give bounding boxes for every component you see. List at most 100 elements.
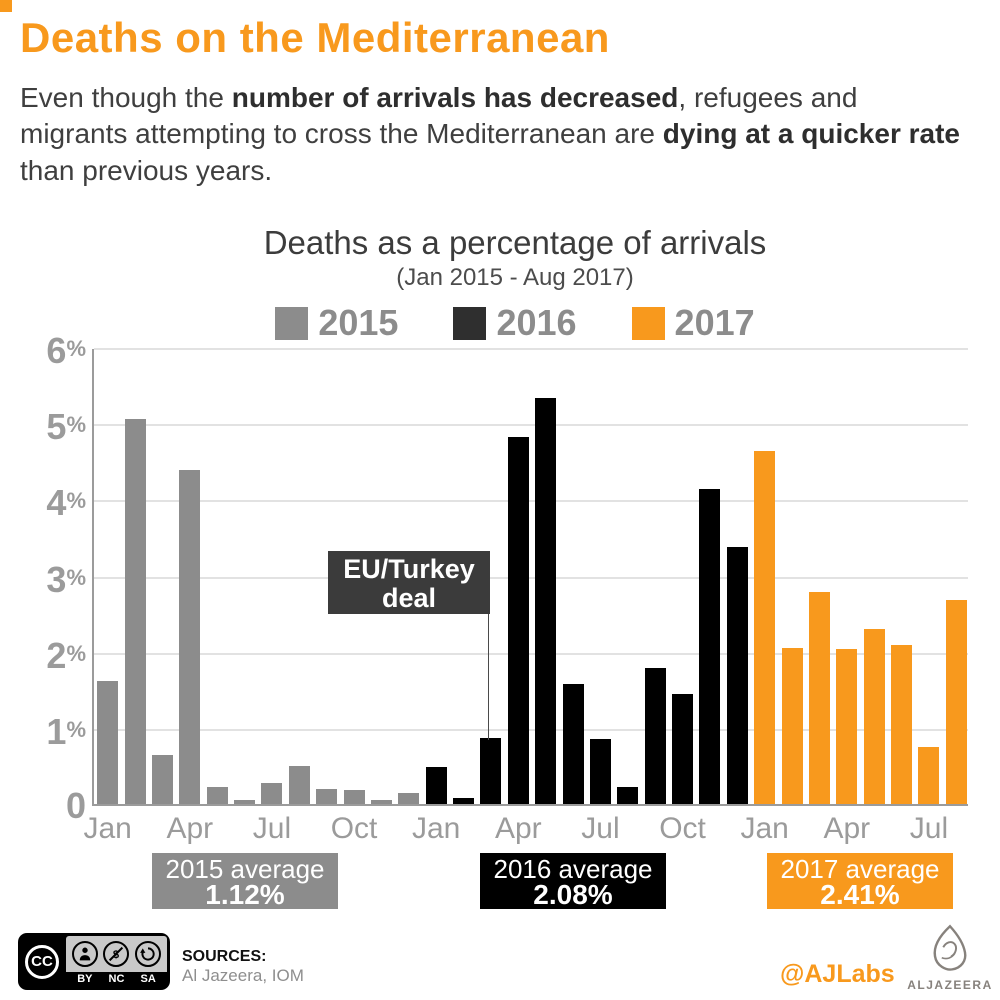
cc-nc-label: NC	[108, 973, 125, 985]
legend-label-2016: 2016	[496, 302, 577, 343]
average-label: 2016 average	[493, 854, 653, 884]
bar-2015-Mar	[151, 754, 173, 804]
bar-2016-Jul	[589, 738, 611, 804]
bar-2016-May	[535, 398, 557, 804]
cc-by-person-icon	[71, 941, 98, 967]
chart-subtitle: (Jan 2015 - Aug 2017)	[396, 264, 634, 291]
gridline-5pct	[94, 424, 968, 427]
average-value: 2.08%	[533, 879, 613, 910]
gridline-2pct	[94, 652, 968, 655]
ajlabs-handle: @AJLabs	[780, 960, 895, 988]
cc-logo-icon: CC	[25, 944, 59, 979]
legend-item-2017: 2017	[631, 302, 755, 344]
x-axis-label-4: Jan	[412, 812, 461, 845]
y-axis-label-0: 0	[65, 785, 86, 826]
plot-area: 0 1% 2% 3% 4% 5% 6% Jan Apr Jul Oct Jan Apr Jul Oct Jan…	[46, 330, 968, 845]
bar-2017-May	[863, 628, 885, 804]
chart-header: Deaths as a percentage of arrivals (Jan …	[30, 224, 1000, 344]
sources-value: Al Jazeera, IOM	[182, 966, 304, 985]
x-axis-label-3: Oct	[330, 812, 378, 845]
bar-2015-Jan	[97, 680, 119, 804]
bar-2016-Feb	[453, 797, 475, 804]
gridline-3pct	[94, 576, 968, 579]
intro-segment: Even though the	[20, 82, 232, 113]
cc-nc-no-dollar-icon: $	[103, 941, 130, 967]
bar-2017-Mar	[808, 592, 830, 804]
y-axis-label-2: 2%	[46, 634, 86, 676]
x-axis-label-0: Jan	[83, 812, 132, 845]
aljazeera-logo-icon	[933, 924, 967, 971]
bar-2017-Jul	[918, 746, 940, 804]
bar-2015-Sep	[316, 788, 338, 804]
cc-sa-share-alike-icon	[135, 941, 162, 967]
cc-license-badge: CC $ BY NC SA	[18, 933, 170, 990]
sources-label: SOURCES:	[182, 948, 267, 965]
bar-2015-Aug	[288, 765, 310, 804]
bar-2016-Aug	[617, 787, 639, 804]
gridline-4pct	[94, 500, 968, 503]
cc-logo-area: CC	[18, 933, 66, 990]
bar-2015-Apr	[179, 470, 201, 804]
x-axis-label-1: Apr	[166, 812, 214, 845]
bar-2016-Sep	[644, 668, 666, 804]
bar-2017-Jan	[754, 451, 776, 804]
cc-sa-label: SA	[140, 973, 156, 985]
bar-2015-Dec	[398, 792, 420, 804]
x-axis-label-5: Apr	[494, 812, 542, 845]
chart-legend: 2015 2016 2017	[30, 302, 1000, 344]
page-title: Deaths on the Mediterranean	[20, 14, 610, 61]
y-axis-label-1: 1%	[46, 710, 86, 752]
bar-2017-Aug	[945, 599, 967, 804]
corner-accent-square	[0, 0, 12, 12]
aljazeera-wordmark: ALJAZEERA	[907, 978, 993, 992]
annotation-line-2: deal	[381, 583, 437, 613]
bar-2016-Jan	[425, 766, 447, 804]
y-axis-label-3: 3%	[46, 558, 86, 600]
bar-2016-Apr	[507, 436, 529, 804]
x-axis-label-6: Jul	[581, 812, 620, 845]
annotation-eu-turkey-deal: EU/Turkey deal	[328, 551, 490, 614]
cc-license-terms: $ BY NC SA	[66, 936, 167, 987]
legend-label-2017: 2017	[674, 302, 755, 343]
y-axis-label-5: 5%	[46, 406, 86, 448]
x-axis-label-8: Jan	[740, 812, 789, 845]
chart-title: Deaths as a percentage of arrivals	[263, 224, 767, 261]
bar-2016-Jun	[562, 683, 584, 804]
y-axis-label-6: 6%	[46, 330, 86, 371]
sources: SOURCES: Al Jazeera, IOM	[182, 948, 304, 986]
annotation-line-1: EU/Turkey	[343, 554, 475, 584]
bar-2017-Apr	[836, 648, 858, 804]
intro-text: Even though the number of arrivals has d…	[20, 80, 960, 189]
legend-item-2015: 2015	[275, 302, 398, 344]
bar-2015-Jun	[234, 800, 256, 804]
svg-text:$: $	[113, 949, 120, 961]
bar-2015-Nov	[370, 800, 392, 804]
average-value: 2.41%	[820, 879, 900, 910]
average-box-2017: 2017 average 2.41%	[767, 853, 953, 909]
average-box-2015: 2015 average 1.12%	[152, 853, 338, 909]
annotation-connector-line	[488, 614, 489, 740]
gridline-1pct	[94, 728, 968, 731]
intro-segment-bold: number of arrivals has decreased	[231, 82, 679, 113]
bar-2016-Mar	[480, 737, 502, 804]
bar-2016-Nov	[699, 488, 721, 804]
x-axis-label-10: Jul	[909, 812, 949, 845]
x-axis-label-9: Apr	[823, 812, 871, 845]
bar-2016-Dec	[726, 547, 748, 804]
legend-swatch-2015	[275, 306, 309, 340]
average-value: 1.12%	[205, 879, 285, 910]
average-box-2016: 2016 average 2.08%	[480, 853, 666, 909]
bar-2015-May	[206, 787, 228, 804]
intro-segment: than previous years.	[20, 154, 273, 186]
bar-2017-Jun	[891, 644, 913, 804]
average-label: 2017 average	[780, 854, 940, 884]
y-axis-label-4: 4%	[46, 482, 86, 524]
legend-swatch-2016	[453, 306, 487, 340]
intro-segment: , refugees and migrants attempting to cr…	[20, 82, 858, 150]
x-axis-label-7: Oct	[659, 812, 706, 845]
intro-segment-bold: dying at a quicker rate	[662, 118, 960, 150]
bar-2015-Feb	[124, 419, 146, 804]
legend-item-2016: 2016	[453, 302, 577, 344]
cc-labels-row: BY NC SA	[66, 972, 167, 987]
